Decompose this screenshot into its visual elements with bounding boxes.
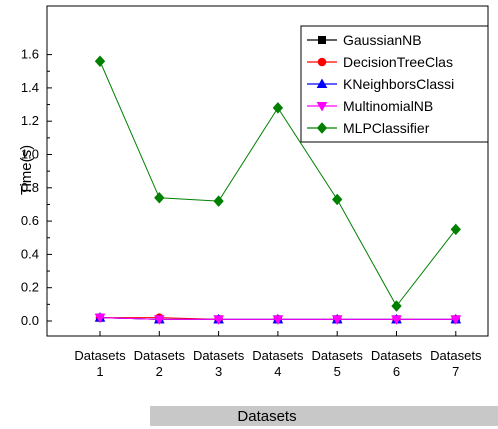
legend-item: MLPClassifier xyxy=(307,120,430,136)
legend-marker xyxy=(316,122,328,134)
x-tick-label: Datasets 6 xyxy=(371,348,423,379)
data-point xyxy=(331,315,343,325)
legend-item: GaussianNB xyxy=(307,32,422,48)
x-tick-label: Datasets 7 xyxy=(430,348,482,379)
data-point xyxy=(391,315,402,325)
y-tick-label: 1.4 xyxy=(21,80,39,95)
x-tick-label: Datasets 2 xyxy=(134,348,186,379)
y-tick-label: 1.2 xyxy=(21,113,39,128)
legend-marker xyxy=(316,78,328,88)
x-tick-label: Datasets 5 xyxy=(312,348,364,379)
legend-label: MultinomialNB xyxy=(343,98,433,114)
legend-item: DecisionTreeClas xyxy=(307,54,453,70)
x-tick-label: Datasets 4 xyxy=(252,348,304,379)
y-tick-label: 0.2 xyxy=(21,280,39,295)
legend-item: MultinomialNB xyxy=(307,98,433,114)
series-layer xyxy=(94,55,462,325)
y-tick-label: 0.0 xyxy=(21,313,39,328)
legend-label: KNeighborsClassi xyxy=(343,76,454,92)
y-tick-label: 0.4 xyxy=(21,246,39,261)
y-tick-label: 1.6 xyxy=(21,47,39,62)
data-point xyxy=(272,102,284,114)
x-axis-title: Datasets xyxy=(237,408,296,425)
y-tick-label: 0.8 xyxy=(21,180,39,195)
data-point xyxy=(94,313,106,324)
data-point xyxy=(450,223,461,236)
legend-item: KNeighborsClassi xyxy=(307,76,454,92)
x-tick-label: Datasets 3 xyxy=(193,348,245,379)
legend-marker xyxy=(318,36,326,44)
legend: GaussianNB DecisionTreeClas KNeighborsClas… xyxy=(300,25,489,143)
data-point xyxy=(272,315,284,325)
x-axis-title-band xyxy=(150,406,498,426)
series-MLPClassifier xyxy=(94,55,461,312)
legend-label: GaussianNB xyxy=(343,32,422,48)
x-tick-label: Datasets 1 xyxy=(74,348,126,379)
y-tick-label: 0.6 xyxy=(21,213,39,228)
data-point xyxy=(94,55,106,68)
legend-label: MLPClassifier xyxy=(343,120,430,136)
legend-marker xyxy=(316,102,328,112)
data-point xyxy=(154,192,165,204)
data-point xyxy=(213,195,224,207)
data-point xyxy=(332,193,343,206)
data-point xyxy=(391,300,402,312)
data-point xyxy=(153,315,165,325)
y-axis: 0.0 0.2 0.4 0.6 0.8 1.0 1.2 1.4 1.6 xyxy=(21,47,52,328)
y-tick-label: 1.0 xyxy=(21,147,39,162)
data-point xyxy=(450,315,462,325)
y-axis-title: Time(s) xyxy=(18,145,35,195)
legend-marker xyxy=(317,57,327,67)
data-point xyxy=(213,315,224,325)
legend-label: DecisionTreeClas xyxy=(343,54,453,70)
series-MultinomialNB xyxy=(94,313,462,325)
